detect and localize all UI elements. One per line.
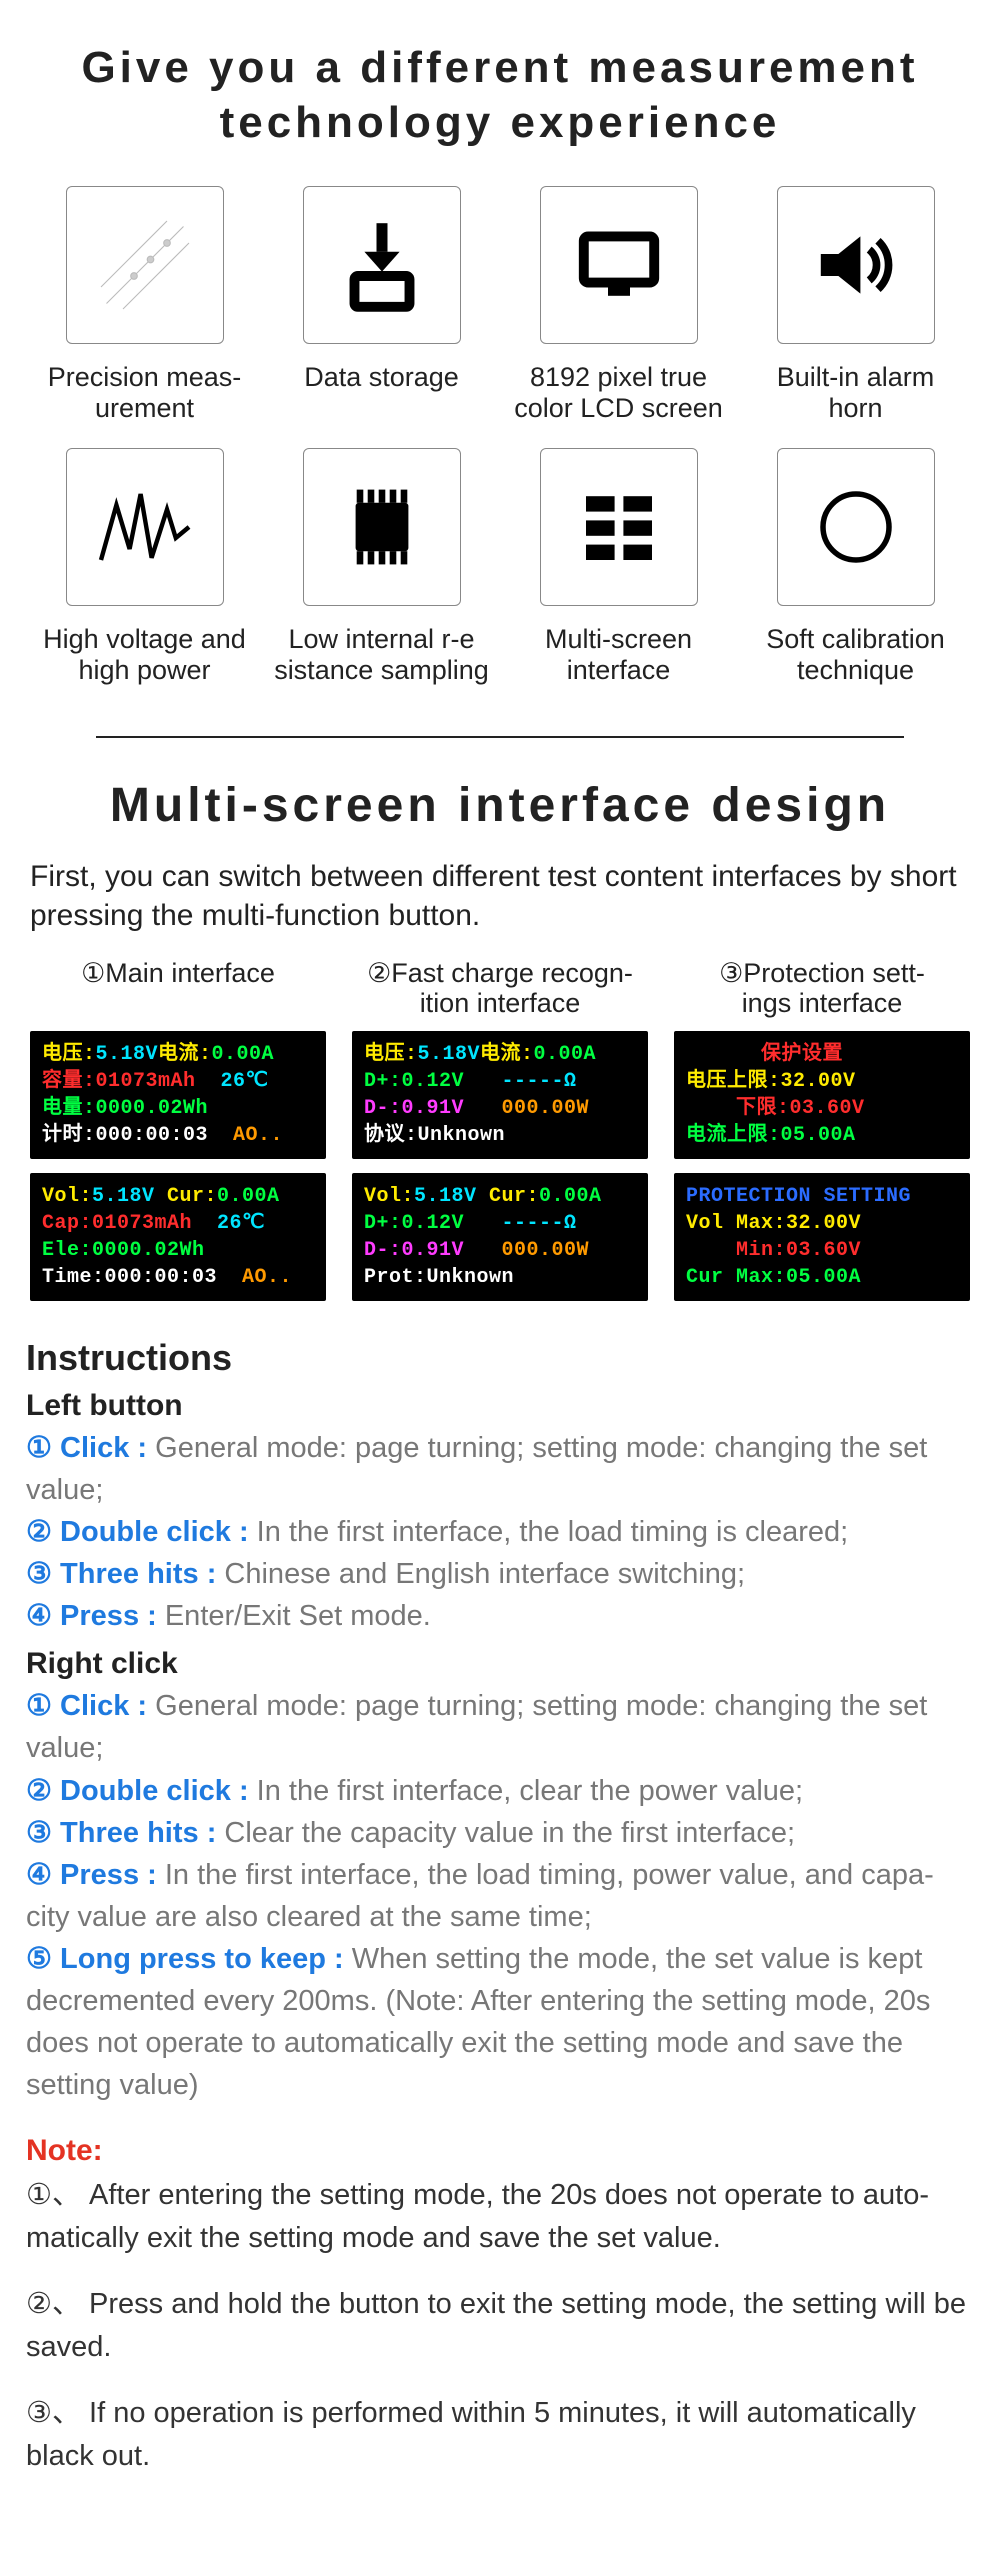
lcd-screen-en: PROTECTION SETTING Vol Max:32.00V Min:03… <box>674 1173 970 1301</box>
screen-title: ①Main interface <box>30 959 326 1021</box>
feature-label: Low internal r-esistance sampling <box>273 624 490 686</box>
feature-label: High voltage andhigh power <box>36 624 253 686</box>
instruction-line: ③ Three hits : Clear the capacity value … <box>26 1812 974 1854</box>
circle-icon <box>777 448 935 606</box>
instruction-action: ② Double click : <box>26 1516 257 1548</box>
feature-label: Soft calibrationtechnique <box>747 624 964 686</box>
instruction-line: ③ Three hits : Chinese and English inter… <box>26 1553 974 1595</box>
feature-label: Data storage <box>273 362 490 393</box>
section-subtitle: Multi-screen interface design <box>26 778 974 833</box>
lcd-screen-en: Vol:5.18V Cur:0.00A D+:0.12V -----Ω D-:0… <box>352 1173 648 1301</box>
instruction-action: ④ Press : <box>26 1859 165 1891</box>
note-line: ③、 If no operation is performed within 5… <box>26 2392 974 2479</box>
screen-column: ③Protection sett-ings interface 保护设置 电压上… <box>674 959 970 1315</box>
feature-item: High voltage andhigh power <box>36 448 253 686</box>
instruction-desc: In the first interface, the load timing … <box>257 1516 849 1548</box>
instruction-action: ④ Press : <box>26 1600 165 1632</box>
instruction-desc: Enter/Exit Set mode. <box>165 1600 431 1632</box>
instruction-desc: In the first interface, clear the power … <box>257 1775 803 1807</box>
notes-list: ①、 After entering the setting mode, the … <box>26 2174 974 2479</box>
instruction-line: ① Click : General mode: page turning; se… <box>26 1427 974 1511</box>
instruction-line: ② Double click : In the first interface,… <box>26 1511 974 1553</box>
feature-item: 8192 pixel truecolor LCD screen <box>510 186 727 424</box>
monitor-icon <box>540 186 698 344</box>
instruction-action: ② Double click : <box>26 1775 257 1807</box>
section-divider <box>96 736 904 738</box>
feature-label: Multi-screeninterface <box>510 624 727 686</box>
chip-icon <box>303 448 461 606</box>
instruction-action: ③ Three hits : <box>26 1817 224 1849</box>
grid-icon <box>540 448 698 606</box>
feature-label: Built-in alarmhorn <box>747 362 964 424</box>
note-line: ①、 After entering the setting mode, the … <box>26 2174 974 2261</box>
feature-label: 8192 pixel truecolor LCD screen <box>510 362 727 424</box>
instruction-desc: Clear the capacity value in the first in… <box>224 1817 795 1849</box>
left-button-list: ① Click : General mode: page turning; se… <box>26 1427 974 1637</box>
instruction-action: ① Click : <box>26 1690 155 1722</box>
lcd-screen-cn: 电压:5.18V电流:0.00A D+:0.12V -----Ω D-:0.91… <box>352 1031 648 1159</box>
screen-column: ②Fast charge recogn-ition interface 电压:5… <box>352 959 648 1315</box>
left-button-heading: Left button <box>26 1389 974 1423</box>
wave-icon <box>66 448 224 606</box>
instruction-action: ⑤ Long press to keep : <box>26 1943 352 1975</box>
instruction-line: ④ Press : Enter/Exit Set mode. <box>26 1595 974 1637</box>
screen-column: ①Main interface 电压:5.18V电流:0.00A 容量:0107… <box>30 959 326 1315</box>
features-grid: Precision meas-urement Data storage 8192… <box>26 186 974 686</box>
instruction-line: ⑤ Long press to keep : When setting the … <box>26 1938 974 2106</box>
feature-item: Low internal r-esistance sampling <box>273 448 490 686</box>
instruction-line: ① Click : General mode: page turning; se… <box>26 1685 974 1769</box>
right-click-heading: Right click <box>26 1647 974 1681</box>
instruction-desc: Chinese and English interface switching; <box>224 1558 745 1590</box>
page-title: Give you a different measurementtechnolo… <box>26 40 974 150</box>
right-click-list: ① Click : General mode: page turning; se… <box>26 1685 974 2105</box>
instruction-desc: General mode: page turning; setting mode… <box>26 1690 927 1764</box>
instruction-desc: General mode: page turning; setting mode… <box>26 1432 927 1506</box>
lcd-screen-cn: 电压:5.18V电流:0.00A 容量:01073mAh 26℃ 电量:0000… <box>30 1031 326 1159</box>
speaker-icon <box>777 186 935 344</box>
download-icon <box>303 186 461 344</box>
note-heading: Note: <box>26 2134 974 2168</box>
feature-item: Data storage <box>273 186 490 424</box>
instruction-action: ① Click : <box>26 1432 155 1464</box>
instruction-line: ② Double click : In the first interface,… <box>26 1770 974 1812</box>
feature-item: Multi-screeninterface <box>510 448 727 686</box>
screen-title: ③Protection sett-ings interface <box>674 959 970 1021</box>
intro-text: First, you can switch between different … <box>26 857 974 935</box>
instruction-line: ④ Press : In the first interface, the lo… <box>26 1854 974 1938</box>
screens-row: ①Main interface 电压:5.18V电流:0.00A 容量:0107… <box>26 959 974 1315</box>
lcd-screen-cn: 保护设置 电压上限:32.00V 下限:03.60V 电流上限:05.00A <box>674 1031 970 1159</box>
instructions-heading: Instructions <box>26 1337 974 1379</box>
lcd-screen-en: Vol:5.18V Cur:0.00A Cap:01073mAh 26℃ Ele… <box>30 1173 326 1301</box>
screen-title: ②Fast charge recogn-ition interface <box>352 959 648 1021</box>
instruction-action: ③ Three hits : <box>26 1558 224 1590</box>
circuit-icon <box>66 186 224 344</box>
feature-item: Soft calibrationtechnique <box>747 448 964 686</box>
feature-label: Precision meas-urement <box>36 362 253 424</box>
feature-item: Built-in alarmhorn <box>747 186 964 424</box>
note-line: ②、 Press and hold the button to exit the… <box>26 2283 974 2370</box>
feature-item: Precision meas-urement <box>36 186 253 424</box>
